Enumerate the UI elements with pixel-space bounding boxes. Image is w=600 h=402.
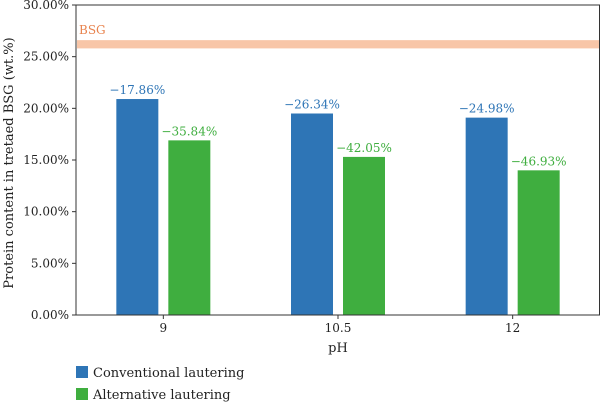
data-label-conventional-1: −26.34% [284,98,340,112]
y-tick-label: 20.00% [23,101,69,115]
reference-band [77,40,600,49]
bar-conventional-2 [465,117,508,315]
data-label-alternative-1: −42.05% [336,141,392,155]
legend: Conventional lautering Alternative lauter… [76,366,244,402]
reference-band-layer: BSG [77,23,600,49]
bar-alternative-1 [343,156,385,315]
bar-conventional-1 [291,113,333,315]
axes-layer: 0.00% 5.00% 10.00% 15.00% 20.00% 25.00% 30.00%… [23,0,600,335]
data-label-alternative-0: −35.84% [161,124,217,138]
bar-alternative-2 [517,170,560,315]
legend-label-conventional: Conventional lautering [93,366,244,381]
y-tick-label: 25.00% [23,50,69,64]
data-label-alternative-2: −46.93% [511,154,567,168]
x-axis-title: pH [328,341,348,356]
bar-alternative-0 [168,140,211,315]
data-label-conventional-0: −17.86% [109,83,165,97]
data-label-conventional-2: −24.98% [459,102,515,116]
bar-conventional-0 [116,99,159,316]
y-tick-label: 5.00% [31,256,69,270]
y-tick-label: 30.00% [23,0,69,12]
x-tick-label: 12 [505,321,520,335]
y-tick-label: 0.00% [31,308,69,322]
bars-layer: −17.86% −35.84% −26.34% −42.05% −24.98% −46.9… [109,83,567,316]
legend-swatch-alternative [76,388,88,400]
x-tick-label: 10.5 [325,321,352,335]
reference-band-label: BSG [79,23,106,37]
legend-swatch-conventional [76,366,88,378]
legend-label-alternative: Alternative lautering [92,388,231,402]
y-tick-label: 15.00% [23,153,69,167]
x-tick-label: 9 [160,321,168,335]
y-tick-label: 10.00% [23,205,69,219]
y-axis-title: Protein content in tretaed BSG (wt.%) [2,37,17,288]
